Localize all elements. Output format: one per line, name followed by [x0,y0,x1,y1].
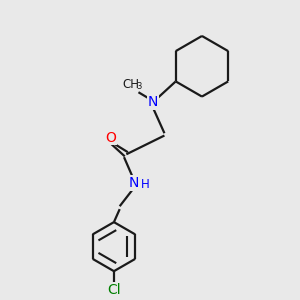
Text: N: N [128,176,139,190]
Text: H: H [141,178,149,191]
Text: CH: CH [122,78,139,91]
Text: N: N [148,95,158,109]
Text: 3: 3 [136,82,142,91]
Text: Cl: Cl [107,283,121,297]
Text: O: O [105,130,116,145]
